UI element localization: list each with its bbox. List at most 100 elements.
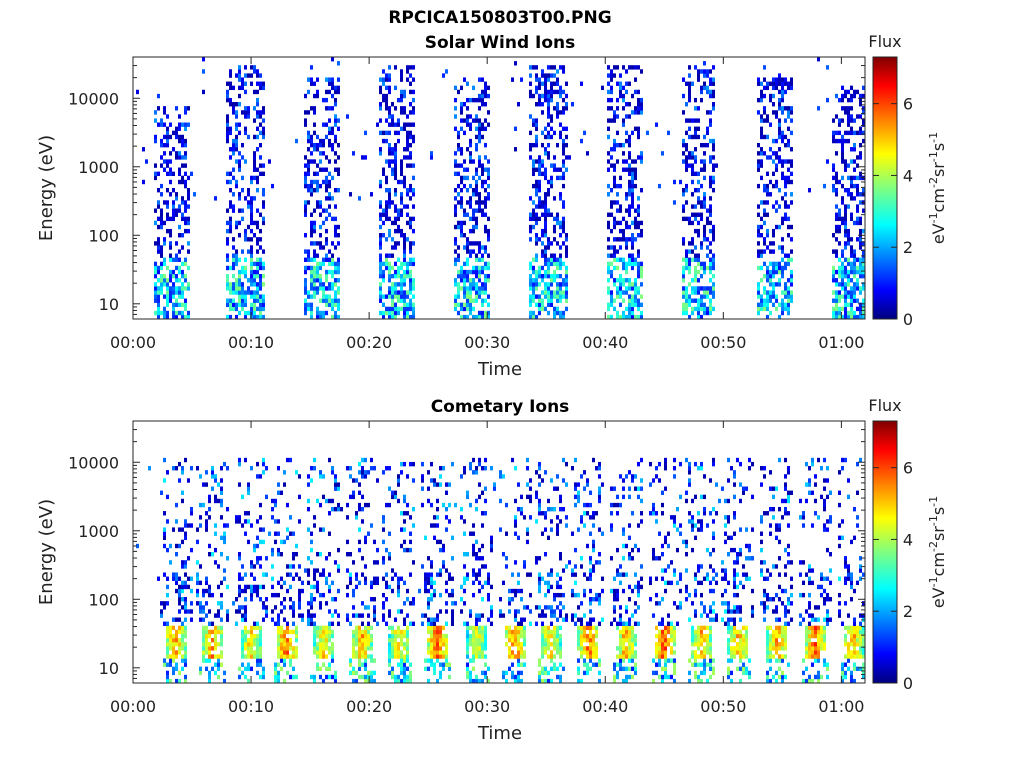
flux-cell [160,286,163,291]
flux-cell [442,543,445,549]
flux-cell [772,183,775,189]
flux-cell [280,666,283,672]
flux-cell [559,286,562,291]
flux-cell [697,286,700,291]
flux-cell [238,269,241,275]
colorbar-tick-label: 0 [903,310,913,329]
flux-cell [406,658,409,663]
flux-cell [553,310,556,316]
flux-cell [475,637,478,643]
flux-cell [550,126,553,131]
flux-cell [517,588,520,594]
flux-cell [391,654,394,659]
flux-cell [169,216,172,222]
flux-cell [520,597,523,602]
flux-cell [772,151,775,156]
flux-cell [358,654,361,659]
flux-cell [460,175,463,181]
flux-cell [607,118,610,123]
flux-cell [310,142,313,148]
flux-cell [628,306,631,312]
flux-cell [400,278,403,283]
flux-cell [328,138,331,144]
flux-cell [238,196,241,201]
flux-cell [187,192,190,197]
flux-cell [241,637,244,643]
flux-cell [445,490,448,495]
flux-cell [541,228,544,234]
flux-cell [688,249,691,254]
flux-cell [772,241,775,246]
flux-cell [862,273,865,279]
flux-cell [757,249,760,254]
flux-cell [322,474,325,479]
flux-cell [460,196,463,201]
flux-cell [757,286,760,291]
flux-cell [832,188,835,193]
flux-cell [325,629,328,635]
flux-cell [226,118,229,123]
flux-cell [640,228,643,234]
flux-cell [562,278,565,283]
flux-cell [700,85,703,91]
flux-cell [319,245,322,250]
flux-cell [466,294,469,299]
flux-cell [355,654,358,659]
flux-cell [175,678,178,684]
flux-cell [844,228,847,234]
flux-cell [355,625,358,631]
flux-cell [535,73,538,78]
flux-cell [166,134,169,140]
flux-cell [487,278,490,283]
flux-cell [466,114,469,119]
flux-cell [322,97,325,103]
flux-cell [337,547,340,553]
flux-cell [253,196,256,201]
flux-cell [607,134,610,140]
flux-cell [622,282,625,287]
flux-cell [460,265,463,271]
flux-cell [265,572,268,577]
flux-cell [853,93,856,99]
flux-cell [781,130,784,136]
flux-cell [457,220,460,226]
flux-cell [427,605,430,610]
flux-cell [616,97,619,103]
flux-cell [241,576,244,581]
flux-cell [178,208,181,213]
flux-cell [835,93,838,99]
flux-cell [181,470,184,475]
flux-cell [481,670,484,676]
flux-cell [169,134,172,140]
flux-cell [535,237,538,242]
flux-cell [475,220,478,226]
flux-cell [406,654,409,659]
flux-cell [838,122,841,127]
flux-cell [706,294,709,299]
flux-cell [226,523,229,528]
flux-cell [709,155,712,160]
flux-cell [370,646,373,651]
flux-cell [463,261,466,267]
flux-cell [559,93,562,99]
flux-cell [295,633,298,639]
flux-cell [511,654,514,659]
flux-cell [394,122,397,127]
flux-cell [697,261,700,267]
flux-cell [610,261,613,267]
flux-cell [781,216,784,222]
flux-cell [256,556,259,561]
flux-cell [757,265,760,271]
flux-cell [319,502,322,508]
flux-cell [313,613,316,618]
flux-cell [244,130,247,136]
flux-cell [835,314,838,320]
flux-cell [517,482,520,487]
flux-cell [826,159,829,164]
flux-cell [310,286,313,291]
flux-cell [325,625,328,631]
flux-cell [427,588,430,594]
flux-cell [781,138,784,144]
flux-cell [391,237,394,242]
flux-cell [445,601,448,606]
